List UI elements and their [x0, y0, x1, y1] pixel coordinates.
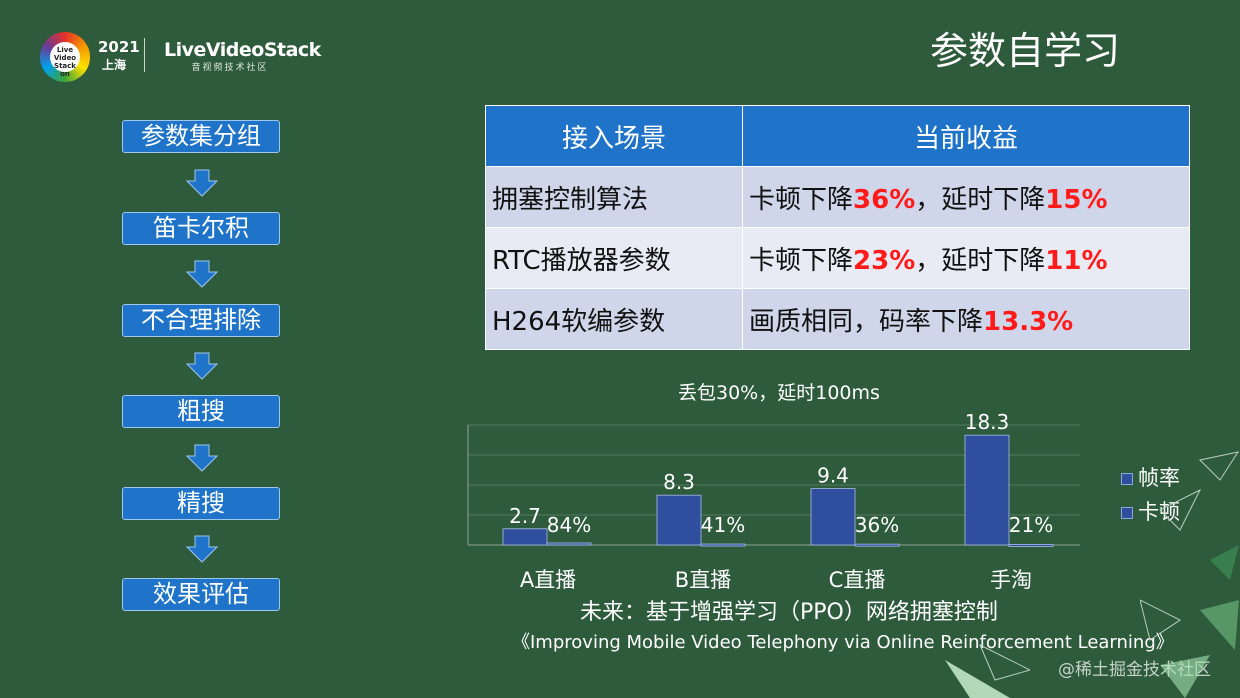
data-label: 84% — [547, 513, 591, 537]
table-cell-benefit: 画质相同，码率下降13.3% — [742, 288, 1190, 350]
table-cell-scene: H264软编参数 — [485, 288, 743, 350]
table-header-row: 接入场景 当前收益 — [485, 105, 1190, 167]
flow-step-grouping: 参数集分组 — [122, 120, 280, 153]
benefit-value: 11% — [1045, 245, 1108, 276]
table-cell-benefit: 卡顿下降23%，延时下降11% — [742, 227, 1190, 289]
category-label: 手淘 — [990, 568, 1032, 592]
arrow-down-icon — [186, 169, 218, 197]
data-label: 21% — [1009, 513, 1053, 537]
paper-plane-decoration — [945, 643, 1030, 698]
header-divider — [144, 38, 145, 72]
category-label: A直播 — [519, 568, 577, 592]
bar-chart: 2.7 84% 8.341% 9.4 36% 18.3 21% — [467, 410, 1080, 547]
data-label: 36% — [855, 513, 899, 537]
brand-subtitle: 音视频技术社区 — [191, 63, 269, 73]
bar-fps — [656, 494, 702, 546]
bar-stall — [854, 543, 900, 547]
category-label: B直播 — [674, 568, 732, 592]
table-header-scene: 接入场景 — [485, 105, 743, 167]
table-header-benefit: 当前收益 — [742, 105, 1190, 167]
data-label: 41% — [701, 513, 745, 537]
brand-name: LiveVideoStack — [164, 39, 321, 61]
legend-label: 帧率 — [1138, 466, 1180, 490]
event-logo-text: Live Video Stack on — [50, 42, 80, 78]
legend-item-fps: 帧率 — [1121, 462, 1180, 492]
paper-reference: 《Improving Mobile Video Telephony via On… — [512, 632, 1174, 653]
arrow-down-icon — [186, 352, 218, 380]
flow-step-fine: 精搜 — [122, 487, 280, 520]
table-row: RTC播放器参数 卡顿下降23%，延时下降11% — [485, 227, 1190, 289]
table-cell-scene: 拥塞控制算法 — [485, 166, 743, 228]
flow-step-evaluate: 效果评估 — [122, 578, 280, 611]
data-label: 9.4 — [817, 464, 849, 488]
page-title: 参数自学习 — [930, 29, 1121, 73]
event-city: 上海 — [102, 58, 127, 72]
benefit-value: 15% — [1045, 184, 1108, 215]
data-label: 2.7 — [509, 504, 541, 528]
flow-step-coarse: 粗搜 — [122, 395, 280, 428]
bar-stall — [1008, 544, 1054, 547]
benefit-value: 23% — [853, 245, 916, 276]
table-cell-scene: RTC播放器参数 — [485, 227, 743, 289]
category-label: C直播 — [828, 568, 886, 592]
table-row: 拥塞控制算法 卡顿下降36%，延时下降15% — [485, 166, 1190, 228]
benefit-text: ，延时下降 — [915, 245, 1046, 276]
table-row: H264软编参数 画质相同，码率下降13.3% — [485, 288, 1190, 350]
flow-step-cartesian: 笛卡尔积 — [122, 212, 280, 245]
bar-fps — [964, 434, 1010, 546]
flow-step-exclude: 不合理排除 — [122, 304, 280, 337]
bar-stall — [700, 543, 746, 547]
paper-plane-decoration — [1140, 451, 1240, 698]
data-label: 18.3 — [965, 410, 1010, 434]
benefit-value: 13.3% — [983, 306, 1074, 337]
table-cell-benefit: 卡顿下降36%，延时下降15% — [742, 166, 1190, 228]
event-year: 2021 — [98, 38, 140, 56]
future-plan-text: 未来：基于增强学习（PPO）网络拥塞控制 — [580, 600, 998, 625]
benefit-text: ，延时下降 — [915, 184, 1046, 215]
chart-title: 丢包30%，延时100ms — [678, 382, 880, 404]
benefit-text: 画质相同，码率下降 — [749, 306, 984, 337]
arrow-down-icon — [186, 260, 218, 288]
bar-stall — [546, 542, 592, 546]
bar-fps — [502, 528, 548, 546]
bar-fps — [810, 488, 856, 546]
arrow-down-icon — [186, 535, 218, 563]
benefit-value: 36% — [853, 184, 916, 215]
data-label: 8.3 — [663, 470, 695, 494]
arrow-down-icon — [186, 444, 218, 472]
results-table: 接入场景 当前收益 拥塞控制算法 卡顿下降36%，延时下降15% RTC播放器参… — [485, 105, 1190, 350]
legend-swatch — [1121, 507, 1133, 519]
legend-swatch — [1121, 473, 1133, 485]
benefit-text: 卡顿下降 — [749, 245, 854, 276]
benefit-text: 卡顿下降 — [749, 184, 854, 215]
